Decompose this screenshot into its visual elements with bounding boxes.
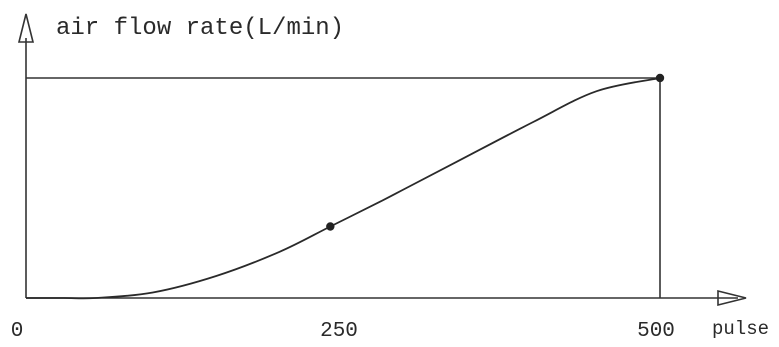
series-line [25, 77, 661, 300]
x-axis-label: pulse [712, 318, 769, 340]
reference-lines [26, 77, 661, 298]
y-axis-arrow [17, 13, 35, 43]
data-point-marker-2 [655, 73, 665, 83]
axes [17, 13, 747, 307]
x-tick-label-0: 0 [11, 320, 24, 343]
x-tick-label-250: 250 [320, 320, 358, 343]
x-tick-labels: 0 250 500 [11, 320, 675, 343]
x-axis-arrow [717, 289, 747, 307]
y-axis-label: air flow rate(L/min) [56, 15, 344, 42]
x-tick-label-500: 500 [637, 320, 675, 343]
plot-area [25, 73, 665, 300]
data-point-marker-1 [326, 222, 335, 231]
